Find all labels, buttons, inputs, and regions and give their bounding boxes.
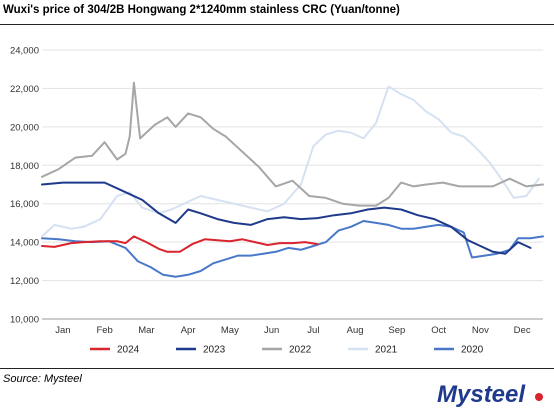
x-tick-label: Sep bbox=[388, 325, 405, 336]
legend-label-2023: 2023 bbox=[203, 345, 226, 356]
y-axis-labels: 10,000 12,000 14,000 16,000 18,000 20,000 22,0… bbox=[10, 46, 39, 326]
series-line-2022 bbox=[41, 81, 544, 207]
y-tick-label: 24,000 bbox=[10, 46, 39, 57]
top-divider bbox=[0, 24, 554, 25]
series-line-2021 bbox=[41, 85, 540, 238]
x-tick-label: Apr bbox=[181, 325, 196, 336]
x-tick-label: Mar bbox=[138, 325, 154, 336]
y-tick-label: 12,000 bbox=[10, 276, 39, 287]
legend-label-2021: 2021 bbox=[375, 345, 398, 356]
x-tick-label: Jan bbox=[55, 325, 70, 336]
x-tick-label: Nov bbox=[472, 325, 489, 336]
y-tick-label: 18,000 bbox=[10, 161, 39, 172]
y-tick-label: 16,000 bbox=[10, 199, 39, 210]
x-axis-labels: Jan Feb Mar Apr May Jun Jul Aug Sep Oct Nov Dec bbox=[55, 325, 531, 336]
chart-area: 10,000 12,000 14,000 16,000 18,000 20,000 22,0… bbox=[10, 46, 544, 356]
y-tick-label: 20,000 bbox=[10, 122, 39, 133]
y-tick-label: 10,000 bbox=[10, 315, 39, 326]
series-line-2024 bbox=[41, 235, 319, 253]
gridlines bbox=[42, 49, 543, 320]
series-line-2023 bbox=[41, 181, 532, 255]
source-note: Source: Mysteel bbox=[3, 373, 82, 385]
x-tick-label: May bbox=[221, 325, 239, 336]
y-tick-label: 22,000 bbox=[10, 84, 39, 95]
series-lines bbox=[41, 81, 544, 278]
x-tick-label: Jul bbox=[307, 325, 319, 336]
x-tick-label: Oct bbox=[431, 325, 446, 336]
mysteel-logo: Mysteel bbox=[437, 381, 543, 408]
x-tick-label: Aug bbox=[347, 325, 364, 336]
chart-title: Wuxi's price of 304/2B Hongwang 2*1240mm… bbox=[3, 4, 400, 16]
legend-label-2022: 2022 bbox=[289, 345, 312, 356]
legend: 2024 2023 2022 2021 2020 bbox=[90, 345, 484, 356]
svg-text:Mysteel: Mysteel bbox=[437, 381, 526, 408]
x-tick-label: Feb bbox=[96, 325, 112, 336]
x-tick-label: Jun bbox=[264, 325, 279, 336]
bottom-divider bbox=[0, 368, 554, 369]
series-line-2020 bbox=[41, 220, 544, 278]
legend-label-2020: 2020 bbox=[461, 345, 484, 356]
legend-label-2024: 2024 bbox=[117, 345, 140, 356]
y-tick-label: 14,000 bbox=[10, 238, 39, 249]
x-tick-label: Dec bbox=[514, 325, 531, 336]
